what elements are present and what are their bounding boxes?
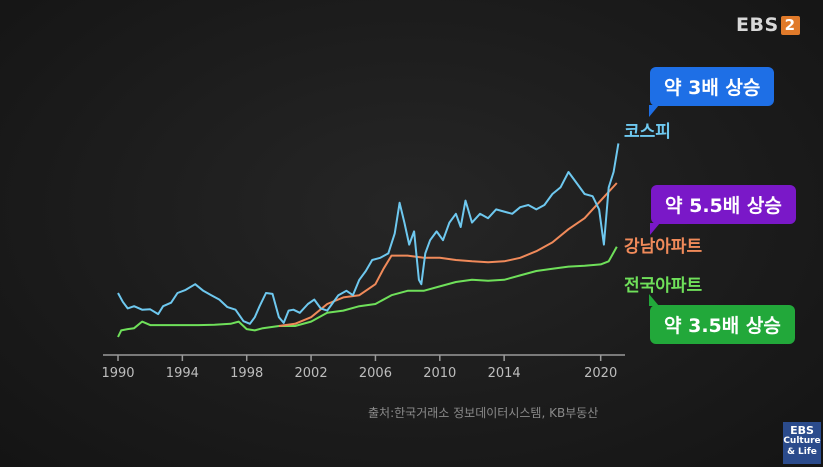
gangnam-callout-tail — [650, 223, 660, 235]
x-tick-label: 2020 — [584, 366, 617, 381]
broadcaster-logo: EBS 2 — [736, 14, 800, 36]
source-caption: 출처:한국거래소 정보데이터시스템, KB부동산 — [368, 406, 599, 420]
national-callout-tail — [649, 294, 659, 306]
x-axis-ticks: 1990 1994 1998 2002 2006 2010 2014 2020 — [101, 355, 617, 381]
x-tick-label: 2002 — [295, 366, 328, 381]
x-tick-label: 2006 — [359, 366, 392, 381]
national-callout-text: 약 3.5배 상승 — [664, 315, 781, 337]
kospi-series-label: 코스피 — [624, 122, 671, 142]
gangnam-series-line — [278, 182, 618, 327]
channel-badge-line2: Culture — [783, 436, 821, 446]
kospi-series-line — [117, 143, 620, 325]
national-series-label: 전국아파트 — [624, 276, 703, 296]
channel-badge-line1: EBS — [790, 424, 814, 437]
kospi-callout: 약 3배 상승 — [649, 67, 775, 117]
channel-badge: EBS Culture & Life — [783, 422, 821, 464]
x-tick-label: 2010 — [423, 366, 456, 381]
kospi-callout-tail — [649, 105, 659, 117]
national-callout: 약 3.5배 상승 — [649, 294, 795, 344]
gangnam-callout-text: 약 5.5배 상승 — [665, 195, 782, 217]
gangnam-callout: 약 5.5배 상승 — [650, 185, 796, 235]
national-series-line — [117, 246, 618, 338]
series-layer — [117, 143, 620, 338]
x-tick-label: 1998 — [230, 366, 263, 381]
logo-text: EBS — [736, 14, 779, 36]
gangnam-series-label: 강남아파트 — [624, 237, 703, 257]
channel-badge-line3: & Life — [787, 447, 817, 457]
logo-number: 2 — [780, 15, 800, 35]
kospi-callout-text: 약 3배 상승 — [664, 77, 761, 99]
x-tick-label: 1990 — [101, 366, 134, 381]
x-tick-label: 1994 — [166, 366, 199, 381]
x-tick-label: 2014 — [488, 366, 521, 381]
